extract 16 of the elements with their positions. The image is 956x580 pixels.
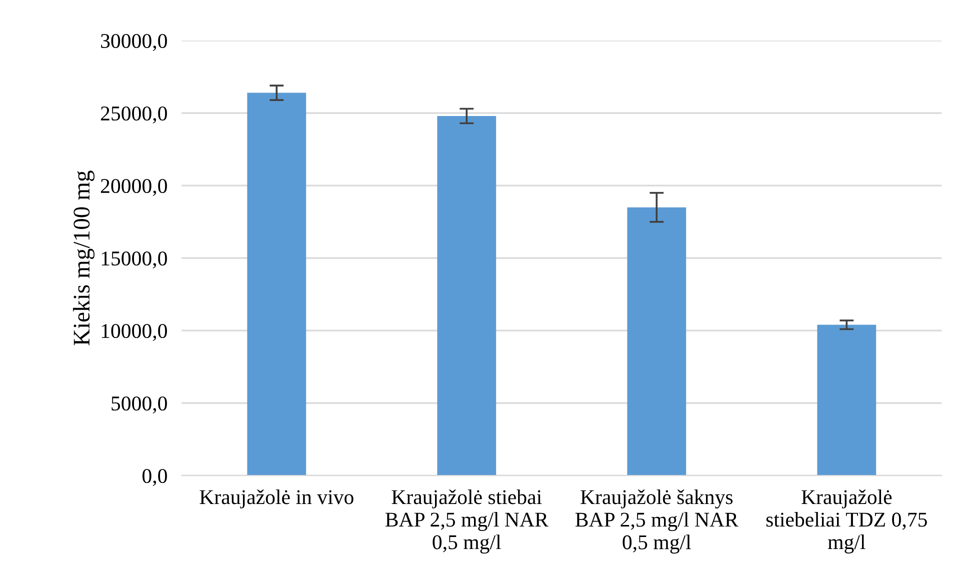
bar <box>247 92 306 476</box>
y-tick-label: 25000,0 <box>100 106 167 124</box>
y-tick-label: 30000,0 <box>101 34 167 52</box>
y-tick-label: 5000,0 <box>112 396 167 414</box>
bar <box>817 324 876 476</box>
x-tick-label: Kraujažolė šaknys BAP 2,5 mg/l NAR 0,5 mg/l <box>575 489 738 554</box>
x-tick-label: Kraujažolė in vivo <box>200 489 354 508</box>
bar <box>437 116 496 476</box>
bar <box>627 207 686 476</box>
y-axis-title: Kiekis mg/100 mg <box>73 170 94 346</box>
y-tick-label: 15000,0 <box>102 251 167 269</box>
y-tick-label: 20000,0 <box>100 178 167 196</box>
x-tick-label: Kraujažolė stiebeliai TDZ 0,75 mg/l <box>766 489 927 554</box>
y-tick-label: 0,0 <box>142 468 167 486</box>
x-tick-label: Kraujažolė stiebai BAP 2,5 mg/l NAR 0,5 mg/l <box>385 489 548 554</box>
y-tick-label: 10000,0 <box>102 324 167 342</box>
